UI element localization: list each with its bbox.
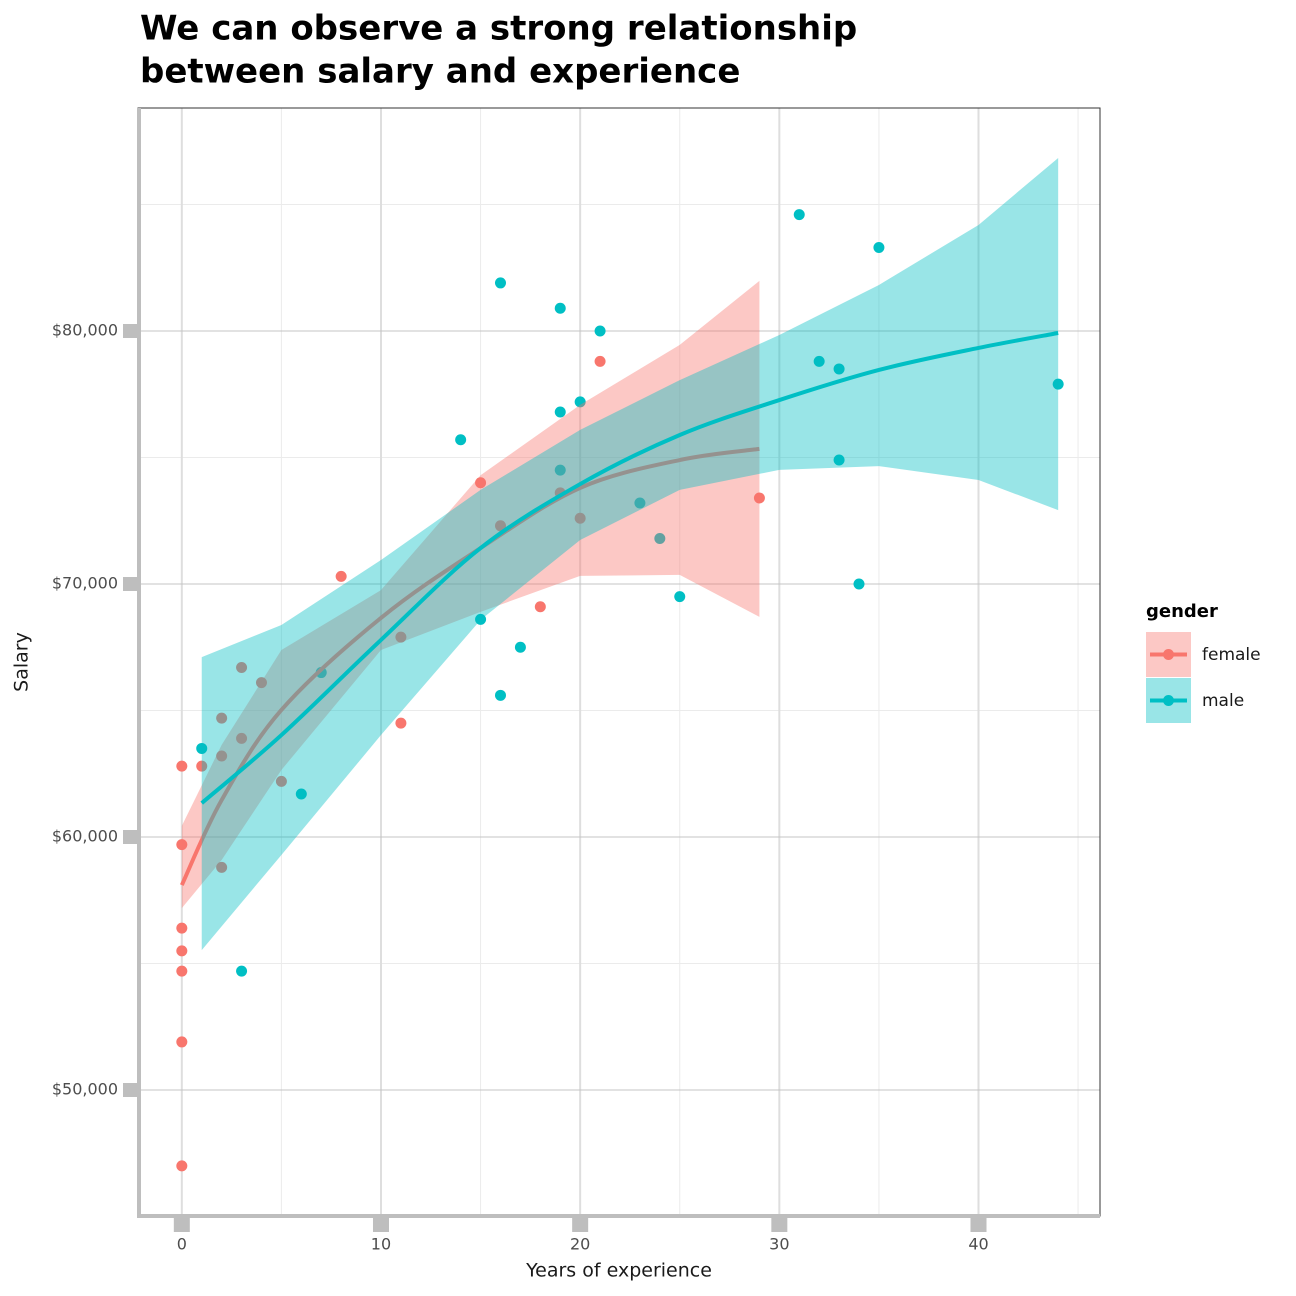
data-point [176,922,188,934]
data-point [494,520,506,532]
data-point [654,532,666,544]
x-tick-mark [771,1218,788,1232]
data-point [236,965,248,977]
data-point [475,477,487,489]
data-point [833,363,845,375]
data-point [574,512,586,524]
data-point [514,641,526,653]
data-point [236,732,248,744]
data-point [176,965,188,977]
legend-dot [1163,649,1174,660]
data-point [196,742,208,754]
confidence-band [201,157,1059,951]
data-point [176,839,188,851]
data-point [793,209,805,221]
y-tick-label: $60,000 [52,827,118,846]
data-point [494,277,506,289]
chart-title: between salary and experience [140,52,740,92]
data-point [853,578,865,590]
data-point [554,406,566,418]
data-point [176,945,188,957]
legend-label: male [1202,691,1244,711]
data-point [634,497,646,509]
data-point [176,1036,188,1048]
x-axis-title: Years of experience [525,1260,712,1282]
data-point [395,631,407,643]
chart-title: We can observe a strong relationship [140,9,857,49]
y-tick-label: $50,000 [52,1080,118,1099]
legend-label: female [1202,645,1261,665]
data-point [833,454,845,466]
data-point [494,689,506,701]
data-point [395,717,407,729]
x-tick-label: 40 [968,1235,988,1254]
y-tick-mark [123,323,138,338]
x-tick-mark [572,1218,589,1232]
data-point [455,434,467,446]
data-point [534,601,546,613]
x-tick-label: 10 [371,1235,391,1254]
legend-title: gender [1146,601,1218,622]
data-point [574,396,586,408]
data-point [594,355,606,367]
legend-dot [1163,695,1174,706]
data-point [674,591,686,603]
data-point [873,242,885,254]
data-point [753,492,765,504]
data-point [176,1160,188,1172]
data-point [335,570,347,582]
data-point [216,861,228,873]
smooth-line [180,446,760,886]
data-point [196,760,208,772]
x-tick-mark [173,1218,190,1232]
data-point [475,613,487,625]
data-point [554,302,566,314]
data-point [813,355,825,367]
data-point [594,325,606,337]
y-tick-mark [123,576,138,591]
x-tick-label: 20 [570,1235,590,1254]
y-tick-label: $70,000 [52,573,118,592]
data-point [255,677,267,689]
x-tick-label: 30 [769,1235,789,1254]
data-point [1052,378,1064,390]
x-tick-mark [372,1218,389,1232]
data-point [236,661,248,673]
confidence-band [181,280,760,909]
data-point [275,775,287,787]
data-point [295,788,307,800]
x-tick-label: 0 [177,1235,187,1254]
x-tick-mark [970,1218,987,1232]
data-point [554,464,566,476]
data-point [216,750,228,762]
y-tick-mark [123,1083,138,1098]
data-point [216,712,228,724]
y-tick-label: $80,000 [52,320,118,339]
y-axis-title: Salary [11,632,33,692]
data-point [176,760,188,772]
y-tick-mark [123,830,138,845]
smooth-line [200,331,1059,805]
